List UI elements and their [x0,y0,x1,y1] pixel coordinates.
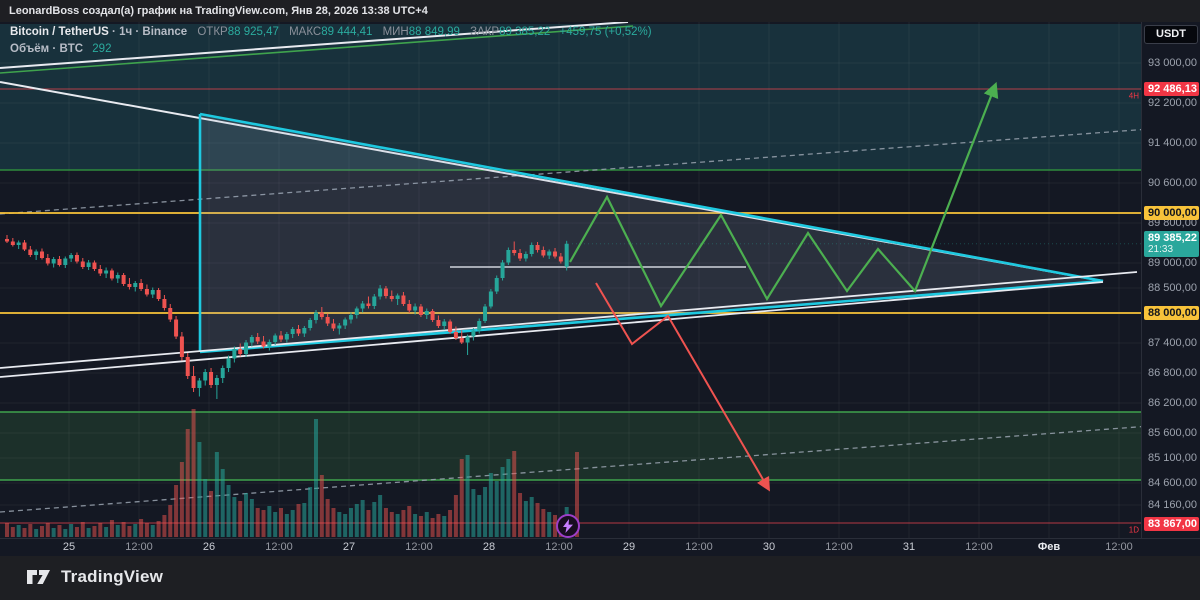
yellow-price-label: 90 000,00 [1144,206,1199,220]
zone-bands [0,24,1141,480]
time-tick: 27 [342,541,356,553]
time-tick: 29 [622,541,636,553]
time-tick: Фев [1037,541,1061,553]
time-tick: 30 [762,541,776,553]
tradingview-logo-icon [27,570,50,584]
high-label: МАКС [289,26,322,38]
symbol-name[interactable]: Bitcoin / TetherUS [10,26,109,38]
candles [5,235,569,399]
bar-countdown: 21:33 [1148,243,1174,255]
cyan-triangle [198,112,1104,354]
price-tick: 86 200,00 [1148,397,1197,409]
price-tick: 89 800,00 [1148,217,1197,229]
volume-label: Объём [10,43,50,55]
usdt-button[interactable]: USDT [1144,25,1198,44]
yellow-price-label: 88 000,00 [1144,306,1199,320]
time-tick: 31 [902,541,916,553]
legend-volume-row: Объём · BTC 292 [10,43,112,55]
chart-canvas[interactable] [0,22,1200,538]
time-tick: 12:00 [965,541,993,553]
footer: TradingView [0,556,1200,600]
time-tick: 12:00 [405,541,433,553]
time-tick: 12:00 [265,541,293,553]
price-tick: 92 200,00 [1148,97,1197,109]
time-tick: 12:00 [125,541,153,553]
time-tick: 25 [62,541,76,553]
open-label: ОТКР [197,26,228,38]
time-tick: 12:00 [685,541,713,553]
price-tick: 84 160,00 [1148,499,1197,511]
price-tick: 85 600,00 [1148,427,1197,439]
current-price-label: 89 385,22 21:33 [1144,230,1199,257]
red-price-label: 83 867,00 [1144,517,1199,531]
lightning-glyph [563,519,573,533]
share-banner: LeonardBoss создал(а) график на TradingV… [0,0,1200,22]
red-price-label: 92 486,13 [1144,81,1199,96]
time-tick: 12:00 [825,541,853,553]
grid [0,22,1141,538]
open-value: 88 925,47 [227,26,279,38]
price-tick: 84 600,00 [1148,477,1197,489]
price-tick: 91 400,00 [1148,137,1197,149]
tradingview-logo[interactable]: TradingView [26,567,163,587]
zone-borders [0,169,1141,481]
legend: Bitcoin / TetherUS · 1ч · Binance ОТКР88… [10,24,652,58]
legend-symbol-row: Bitcoin / TetherUS · 1ч · Binance ОТКР88… [10,26,652,38]
alert-period-tag: 4H [1128,91,1139,101]
time-tick: 28 [482,541,496,553]
yellow-levels [0,212,1141,314]
share-banner-text: LeonardBoss создал(а) график на TradingV… [9,5,428,17]
lightning-icon[interactable] [556,514,580,538]
close-value: 89 385,22 [499,26,551,38]
volume-value: 292 [92,43,112,55]
bullish-projection-zigzag [569,81,999,309]
alert-period-tag: 1D [1128,525,1139,535]
time-tick: 12:00 [1105,541,1133,553]
price-tick: 88 500,00 [1148,282,1197,294]
change-value: +459,75 (+0,52%) [559,26,652,38]
time-axis[interactable]: 25 12:00 26 12:00 27 12:00 28 12:00 29 12:00 30 12:… [0,538,1200,557]
tradingview-logo-text: TradingView [61,567,164,586]
ascending-channel-lines [0,22,634,74]
price-tick: 90 600,00 [1148,177,1197,189]
time-tick: 26 [202,541,216,553]
chart-area[interactable]: Bitcoin / TetherUS · 1ч · Binance ОТКР88… [0,22,1200,538]
low-label: МИН [382,26,409,38]
price-tick: 93 000,00 [1148,57,1197,69]
high-value: 89 444,41 [321,26,373,38]
close-label: ЗАКР [470,26,500,38]
price-tick: 86 800,00 [1148,367,1197,379]
price-axis[interactable]: 93 000,00 92 200,00 91 400,00 90 600,00 89 8… [1141,22,1200,538]
time-tick: 12:00 [545,541,573,553]
low-value: 88 849,99 [408,26,460,38]
price-tick: 89 000,00 [1148,257,1197,269]
ascending-support-lines [0,271,1138,378]
bearish-projection-path [595,282,771,492]
interval[interactable]: 1ч [119,26,133,38]
price-tick: 87 400,00 [1148,337,1197,349]
exchange: Binance [142,26,188,38]
price-tick: 85 100,00 [1148,452,1197,464]
